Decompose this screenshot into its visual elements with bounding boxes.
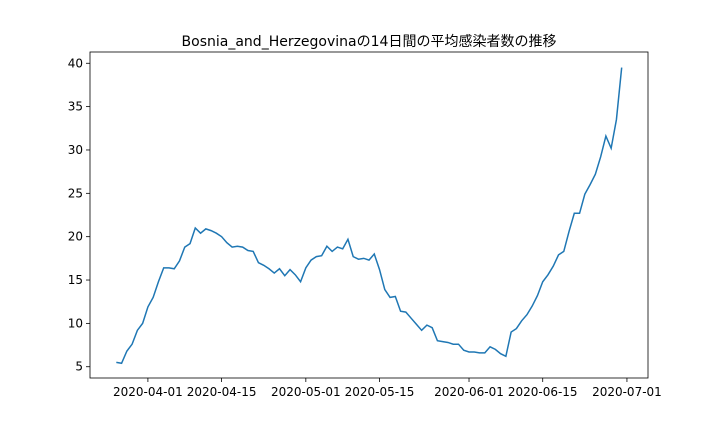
y-tick-label: 25 [68,186,83,200]
y-tick-label: 15 [68,273,83,287]
axes-frame [89,51,649,379]
x-tick-label: 2020-05-15 [345,385,415,399]
y-tick-label: 40 [68,56,83,70]
data-line [116,67,623,365]
x-tick-label: 2020-06-15 [508,385,578,399]
y-tick-label: 20 [68,230,83,244]
y-tick-label: 35 [68,100,83,114]
x-tick-label: 2020-07-01 [592,385,662,399]
x-tick-label: 2020-06-01 [434,385,504,399]
chart-title: Bosnia_and_Herzegovinaの14日間の平均感染者数の推移 [182,33,557,50]
y-tick-label: 10 [68,316,83,330]
x-tick-label: 2020-04-15 [187,385,257,399]
y-tick-label: 30 [68,143,83,157]
x-tick-label: 2020-04-01 [113,385,183,399]
x-tick-label: 2020-05-01 [271,385,341,399]
y-tick-label: 5 [75,360,83,374]
